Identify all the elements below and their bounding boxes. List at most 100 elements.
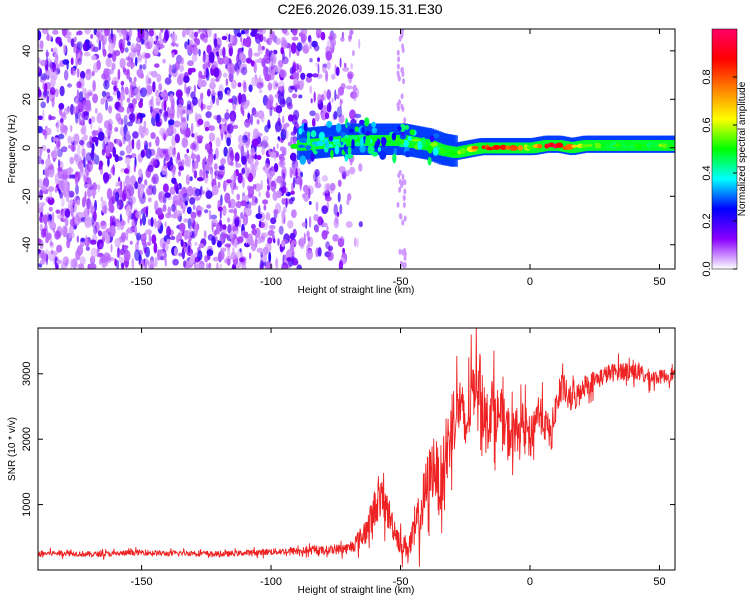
heatmap-cell <box>182 260 187 268</box>
heatmap-cell <box>154 256 158 268</box>
heatmap-cell <box>321 175 329 182</box>
heatmap-cell <box>131 218 136 231</box>
heatmap-cell <box>293 84 300 90</box>
heatmap-cell <box>194 224 198 237</box>
heatmap-cell <box>269 175 272 187</box>
heatmap-cell <box>299 179 302 191</box>
heatmap-cell <box>332 39 337 47</box>
heatmap-cell <box>64 217 69 227</box>
ridge-peak <box>605 144 611 148</box>
heatmap-cell <box>40 59 47 66</box>
heatmap-cell <box>86 141 94 149</box>
heatmap-cell <box>100 220 106 226</box>
heatmap-cell <box>179 64 185 72</box>
heatmap-cell <box>43 214 48 225</box>
heatmap-cell <box>281 240 286 248</box>
heatmap-cell <box>197 29 201 34</box>
heatmap-cell <box>90 149 95 162</box>
heatmap-cell <box>232 124 239 129</box>
heatmap-cell <box>212 184 219 196</box>
heatmap-cell <box>130 175 136 186</box>
heatmap-cell <box>76 235 79 243</box>
heatmap-cell <box>101 73 107 80</box>
heatmap-cell <box>427 156 432 166</box>
heatmap-cell <box>150 157 157 167</box>
heatmap-cell <box>222 233 229 239</box>
heatmap-cell <box>148 233 152 244</box>
heatmap-cell <box>101 34 107 46</box>
heatmap-cell <box>182 109 186 115</box>
ridge-peak <box>615 143 621 147</box>
heatmap-cell <box>292 176 296 189</box>
heatmap-cell <box>402 78 406 85</box>
heatmap-cell <box>217 90 223 101</box>
heatmap-cell <box>324 196 332 202</box>
heatmap-cell <box>266 98 272 110</box>
heatmap-cell <box>178 165 184 171</box>
heatmap-cell <box>404 125 409 130</box>
heatmap-cell <box>141 238 147 247</box>
heatmap-cell <box>256 247 264 253</box>
heatmap-cell <box>224 112 230 120</box>
heatmap-cell <box>228 98 234 103</box>
heatmap-cell <box>80 127 86 135</box>
heatmap-cell <box>169 93 174 103</box>
heatmap-cell <box>190 153 197 160</box>
heatmap-cell <box>119 213 122 223</box>
heatmap-cell <box>222 46 226 58</box>
heatmap-cell <box>76 81 82 89</box>
heatmap-cell <box>236 249 241 260</box>
heatmap-cell <box>141 126 147 134</box>
heatmap-cell <box>341 31 345 38</box>
heatmap-cell <box>136 139 141 151</box>
heatmap-cell <box>63 107 70 115</box>
y-tick-label: -20 <box>21 188 33 204</box>
heatmap-cell <box>46 148 51 153</box>
heatmap-cell <box>339 98 342 109</box>
heatmap-cell <box>164 192 171 198</box>
heatmap-cell <box>61 112 67 118</box>
heatmap-cell <box>192 204 196 211</box>
heatmap-cell <box>326 226 329 231</box>
heatmap-cell <box>166 225 171 237</box>
heatmap-cell <box>73 153 79 162</box>
heatmap-cell <box>84 216 91 228</box>
heatmap-cell <box>324 112 330 120</box>
heatmap-cell <box>206 157 214 165</box>
heatmap-cell <box>349 128 354 134</box>
heatmap-cell <box>60 146 68 153</box>
heatmap-cell <box>164 221 167 228</box>
heatmap-cell <box>196 177 204 182</box>
heatmap-cell <box>122 37 126 49</box>
heatmap-cell <box>66 239 71 249</box>
heatmap-cell <box>214 170 220 176</box>
heatmap-cell <box>91 136 99 143</box>
heatmap-cell <box>137 68 144 79</box>
heatmap-cell <box>293 126 297 134</box>
heatmap-cell <box>77 30 83 36</box>
heatmap-cell <box>333 217 339 229</box>
heatmap-cell <box>91 214 95 226</box>
ridge-peak <box>637 143 642 150</box>
heatmap-cell <box>258 191 261 198</box>
heatmap-cell <box>100 255 107 263</box>
heatmap-cell <box>246 169 250 178</box>
heatmap-cell <box>205 190 213 200</box>
heatmap-cell <box>401 105 405 112</box>
heatmap-cell <box>154 32 157 44</box>
heatmap-cell <box>108 105 113 114</box>
heatmap-cell <box>66 167 74 174</box>
heatmap-cell <box>302 193 307 199</box>
heatmap-cell <box>55 36 62 44</box>
heatmap-cell <box>84 92 90 100</box>
heatmap-cell <box>226 179 232 184</box>
heatmap-cell <box>159 108 163 114</box>
heatmap-cell <box>171 52 175 58</box>
heatmap-cell <box>73 36 77 43</box>
heatmap-cell <box>56 259 63 264</box>
heatmap-cell <box>107 53 113 59</box>
heatmap-cell <box>177 232 182 240</box>
heatmap-cell <box>263 204 267 211</box>
heatmap-cell <box>89 263 97 269</box>
